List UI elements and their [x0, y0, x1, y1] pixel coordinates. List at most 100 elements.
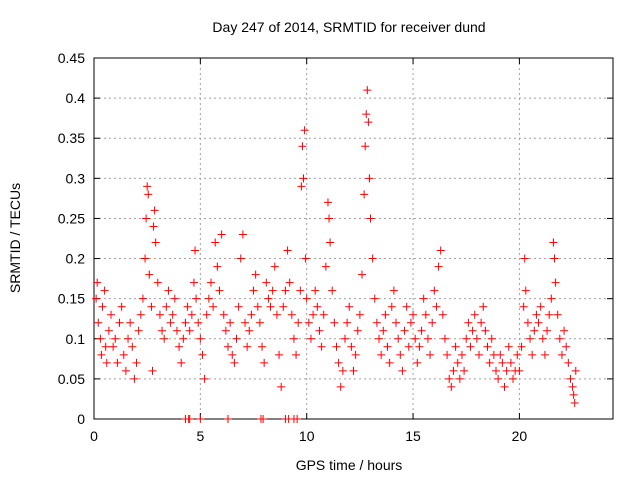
data-point [142, 214, 151, 223]
data-point [224, 342, 233, 351]
data-point [251, 270, 260, 279]
data-point [464, 318, 473, 327]
data-point [262, 278, 271, 287]
data-point [526, 334, 535, 343]
data-point [447, 382, 456, 391]
y-tick-label: 0.1 [66, 331, 86, 347]
data-point [460, 366, 469, 375]
data-point [360, 190, 369, 199]
data-point [398, 366, 407, 375]
data-point [534, 318, 543, 327]
data-point [325, 214, 334, 223]
data-point [204, 294, 213, 303]
data-point [128, 342, 137, 351]
data-point [148, 366, 157, 375]
data-point [270, 262, 279, 271]
data-point [304, 318, 313, 327]
data-point [364, 118, 373, 127]
data-point [153, 278, 162, 287]
data-point [530, 326, 539, 335]
data-point [520, 254, 529, 263]
data-point [117, 302, 126, 311]
data-point [417, 326, 426, 335]
data-point [196, 334, 205, 343]
data-point [453, 358, 462, 367]
chart-title: Day 247 of 2014, SRMTID for receiver dun… [212, 19, 485, 35]
data-point [238, 230, 247, 239]
data-point [101, 342, 110, 351]
data-point [345, 302, 354, 311]
data-point [517, 342, 526, 351]
y-tick-label: 0.45 [58, 50, 85, 66]
data-point [538, 334, 547, 343]
data-point [215, 286, 224, 295]
data-point [504, 342, 513, 351]
data-point [383, 342, 392, 351]
data-point [455, 374, 464, 383]
data-point [258, 342, 267, 351]
data-point [179, 334, 188, 343]
data-point [481, 326, 490, 335]
data-point [294, 318, 303, 327]
data-point [272, 310, 281, 319]
data-point [149, 222, 158, 231]
data-point [109, 342, 118, 351]
data-point [462, 334, 471, 343]
data-point [293, 415, 302, 423]
data-point [104, 326, 113, 335]
x-axis-label: GPS time / hours [296, 457, 403, 473]
y-tick-label: 0.2 [66, 251, 86, 267]
data-point [457, 350, 466, 359]
data-point [513, 350, 522, 359]
axis-ticks: 0 0.05 0.1 0.15 0.2 0.25 0.3 0.35 0.4 0.45 0 5 10 15 2… [58, 50, 613, 444]
x-tick-label: 10 [299, 428, 315, 444]
data-point [421, 310, 430, 319]
data-point [365, 174, 374, 183]
data-point [113, 358, 122, 367]
data-point [498, 358, 507, 367]
y-tick-label: 0.15 [58, 291, 85, 307]
data-point [361, 142, 370, 151]
data-point [555, 334, 564, 343]
data-point [285, 278, 294, 287]
data-point [198, 350, 207, 359]
data-point [277, 382, 286, 391]
data-point [500, 382, 509, 391]
data-point [98, 302, 107, 311]
data-point [540, 350, 549, 359]
data-point [158, 326, 167, 335]
data-point [502, 366, 511, 375]
data-point [523, 318, 532, 327]
data-point [509, 374, 518, 383]
data-point [196, 415, 205, 423]
plot-area-border [93, 57, 614, 420]
data-point [160, 334, 169, 343]
data-point [296, 286, 305, 295]
data-point [564, 358, 573, 367]
data-point [372, 318, 381, 327]
data-point [389, 286, 398, 295]
y-tick-label: 0.4 [66, 90, 86, 106]
data-point [289, 334, 298, 343]
data-point [102, 358, 111, 367]
data-point [217, 230, 226, 239]
data-point [506, 358, 515, 367]
x-tick-label: 20 [512, 428, 528, 444]
data-point [406, 318, 415, 327]
data-point [443, 350, 452, 359]
y-tick-label: 0.25 [58, 210, 85, 226]
data-point [566, 374, 575, 383]
data-point [168, 310, 177, 319]
data-point [145, 270, 154, 279]
data-point [553, 310, 562, 319]
data-point [181, 318, 190, 327]
data-point [119, 350, 128, 359]
data-point [241, 318, 250, 327]
data-point [362, 110, 371, 119]
data-point [260, 358, 269, 367]
data-point [430, 286, 439, 295]
data-point [234, 302, 243, 311]
data-point [423, 334, 432, 343]
data-point [177, 358, 186, 367]
